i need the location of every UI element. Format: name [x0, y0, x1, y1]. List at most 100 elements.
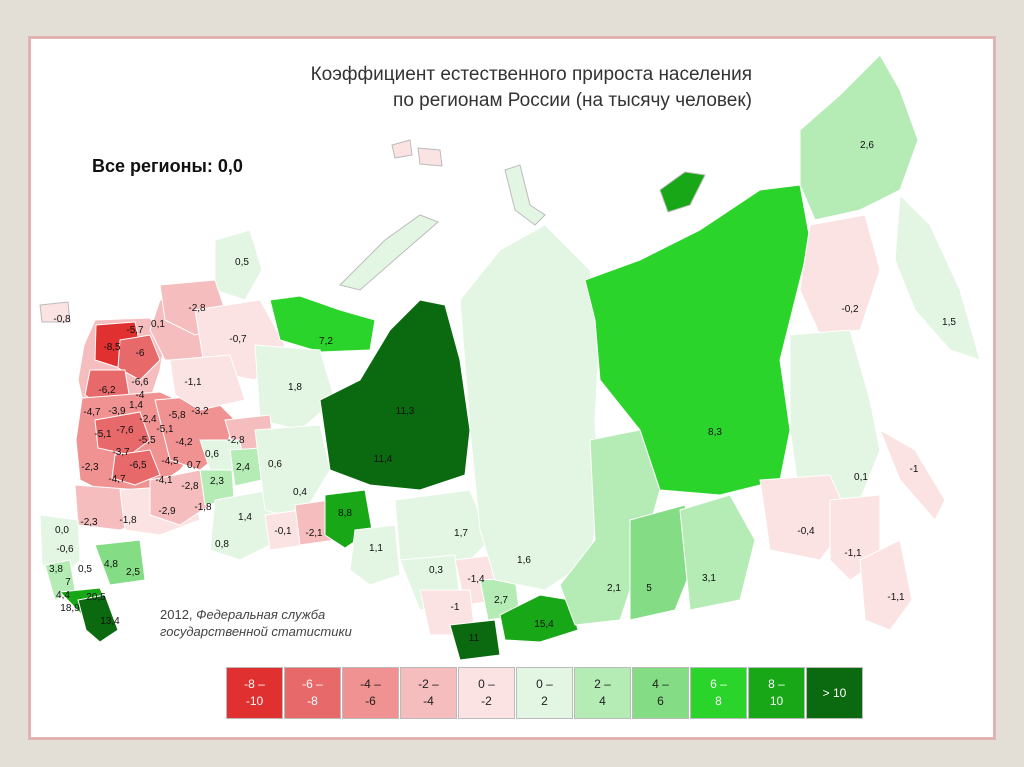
region-value-label: 1,8 [288, 382, 302, 393]
region-value-label: 0,1 [151, 319, 165, 330]
legend-range-bottom: -8 [307, 694, 318, 708]
legend-range-bottom: 10 [769, 694, 784, 708]
region-value-label: 1,6 [517, 555, 531, 566]
region-shape [169, 354, 246, 411]
region-value-label: -7,6 [116, 425, 134, 436]
legend-range-bottom: -4 [423, 694, 434, 708]
region-value-label: -4,7 [108, 474, 126, 485]
region-value-label: -1,8 [194, 502, 212, 513]
region-shape [799, 54, 919, 221]
region-value-label: 2,1 [607, 583, 621, 594]
region-value-label: 0,0 [55, 525, 69, 536]
region-value-label: -1 [451, 602, 460, 613]
region-value-label: 7,2 [319, 336, 333, 347]
island-shape [659, 171, 706, 213]
region-shape [94, 411, 151, 456]
region-value-label: -6,2 [98, 385, 116, 396]
data-source-caption: 2012, Федеральная служба государственной… [160, 606, 352, 640]
legend-range-top: -8 – [244, 677, 265, 691]
region-value-label: -6 [136, 348, 145, 359]
region-value-label: 1,5 [942, 317, 956, 328]
legend-range-bottom: -10 [245, 694, 264, 708]
source-year: 2012, [160, 607, 193, 622]
region-value-label: 2,5 [126, 567, 140, 578]
legend-swatch: -4 – -6 [342, 667, 399, 719]
region-value-label: 11 [469, 633, 480, 644]
region-value-label: 3,8 [49, 564, 63, 575]
region-shape [629, 504, 696, 621]
region-value-label: -5,8 [168, 410, 186, 421]
legend-swatch: 0 –2 [516, 667, 573, 719]
region-value-label: -3,7 [112, 447, 130, 458]
region-value-label: 0,3 [429, 565, 443, 576]
region-value-label: -6,6 [131, 377, 149, 388]
map-title: Коэффициент естественного прироста насел… [200, 62, 752, 114]
color-legend: -8 – -10 -6 – -8 -4 – -6 -2 – -4 0 – -2 0 –2 2 –4 4 … [226, 667, 864, 719]
region-value-label: -3,2 [191, 406, 209, 417]
region-value-label: 18,9 [60, 603, 80, 614]
region-shape [449, 619, 501, 661]
region-value-label: 0,5 [235, 257, 249, 268]
region-shape [584, 184, 811, 496]
region-shape [149, 469, 211, 526]
region-value-label: 2,3 [210, 476, 224, 487]
source-org-line-2: государственной статистики [160, 624, 352, 639]
island-shape [391, 139, 413, 159]
legend-swatch: > 10 [806, 667, 863, 719]
region-value-label: 2,6 [860, 140, 874, 151]
region-value-label: 0,8 [215, 539, 229, 550]
region-shape [879, 428, 946, 521]
region-shape [117, 334, 161, 381]
region-value-label: -4,5 [161, 456, 179, 467]
region-shape [679, 494, 756, 611]
region-value-label: 11,3 [396, 406, 415, 417]
region-value-label: -2,8 [227, 435, 245, 446]
region-value-label: -4 [136, 390, 145, 401]
region-value-label: 2,7 [494, 595, 508, 606]
region-value-label: -5,1 [156, 424, 174, 435]
legend-range-top: 6 – [710, 677, 727, 691]
region-value-label: 0,6 [268, 459, 282, 470]
region-value-label: 0,7 [187, 460, 201, 471]
map-title-line-1: Коэффициент естественного прироста насел… [310, 64, 752, 85]
legend-swatch: -2 – -4 [400, 667, 457, 719]
region-shape [94, 539, 146, 586]
region-shape [349, 524, 401, 586]
region-value-label: -2,8 [188, 303, 206, 314]
region-value-label: 4,4 [56, 590, 70, 601]
legend-range-bottom: 4 [599, 694, 606, 708]
legend-range-top: > 10 [822, 685, 847, 700]
region-value-label: 5 [646, 583, 652, 594]
legend-swatch: 6 –8 [690, 667, 747, 719]
region-shape [894, 193, 981, 361]
legend-swatch: 0 – -2 [458, 667, 515, 719]
region-shape [77, 594, 119, 643]
map-title-line-2: по регионам России (на тысячу человек) [393, 90, 752, 111]
region-value-label: 0,1 [854, 472, 868, 483]
region-value-label: -4,7 [83, 407, 101, 418]
region-value-label: -1 [910, 464, 919, 475]
region-shape [859, 539, 913, 631]
region-value-label: 20,5 [86, 592, 106, 603]
legend-range-top: 0 – [536, 677, 553, 691]
region-value-label: -0,7 [229, 334, 247, 345]
region-value-label: -0,6 [56, 544, 74, 555]
legend-range-bottom: 2 [541, 694, 548, 708]
region-value-label: -2,3 [81, 462, 99, 473]
region-value-label: 1,4 [238, 512, 252, 523]
region-value-label: -2,1 [305, 528, 323, 539]
region-value-label: 11,4 [374, 454, 393, 465]
legend-range-bottom: 6 [657, 694, 664, 708]
legend-range-top: 2 – [594, 677, 611, 691]
island-shape [339, 214, 439, 291]
region-shape [789, 329, 881, 501]
legend-range-top: -2 – [418, 677, 439, 691]
region-value-label: 0,6 [205, 449, 219, 460]
region-value-label: -1,1 [887, 592, 905, 603]
region-value-label: -1,1 [844, 548, 862, 559]
region-value-label: -2,8 [181, 481, 199, 492]
region-value-label: -5,7 [126, 325, 144, 336]
island-shape [417, 147, 443, 167]
all-regions-summary: Все регионы: 0,0 [92, 156, 243, 176]
